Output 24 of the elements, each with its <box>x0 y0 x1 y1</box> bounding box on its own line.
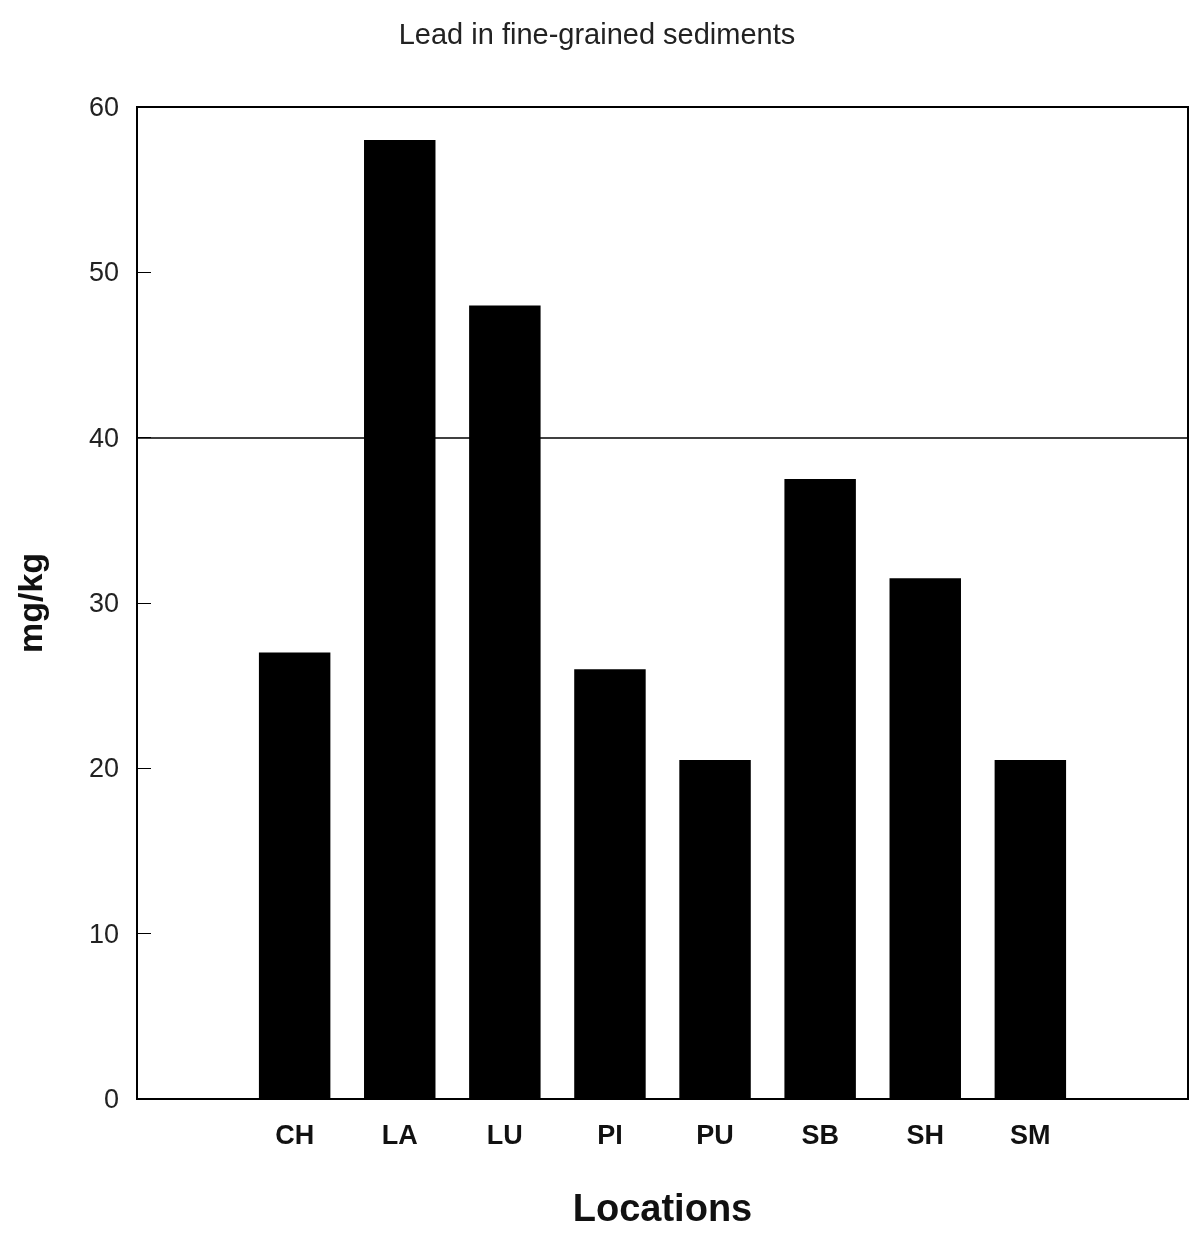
bar <box>784 479 856 1099</box>
bar <box>258 652 331 1099</box>
bar <box>574 669 646 1099</box>
x-tick-label: PI <box>597 1119 623 1150</box>
x-tick-label: PU <box>696 1119 734 1150</box>
y-axis-title: mg/kg <box>11 552 49 654</box>
x-axis-title: Locations <box>572 1187 753 1229</box>
bar <box>994 760 1067 1099</box>
y-tick-label: 0 <box>103 1084 119 1114</box>
bar <box>889 578 961 1099</box>
x-tick-label: SH <box>906 1119 945 1150</box>
x-tick-label: CH <box>275 1119 315 1150</box>
y-tick-label: 40 <box>88 422 119 453</box>
x-tick-label: SM <box>1010 1119 1051 1150</box>
y-tick-label: 30 <box>88 588 119 618</box>
x-tick-label: LU <box>486 1119 523 1150</box>
x-tick-label: SB <box>801 1119 839 1150</box>
y-tick-label: 10 <box>88 918 119 949</box>
bar <box>679 760 751 1099</box>
chart-title: Lead in fine-grained sediments <box>398 17 796 50</box>
y-tick-label: 50 <box>88 257 119 288</box>
y-tick-label: 60 <box>88 92 119 122</box>
x-tick-label: LA <box>381 1119 418 1150</box>
y-tick-label: 20 <box>88 753 119 784</box>
